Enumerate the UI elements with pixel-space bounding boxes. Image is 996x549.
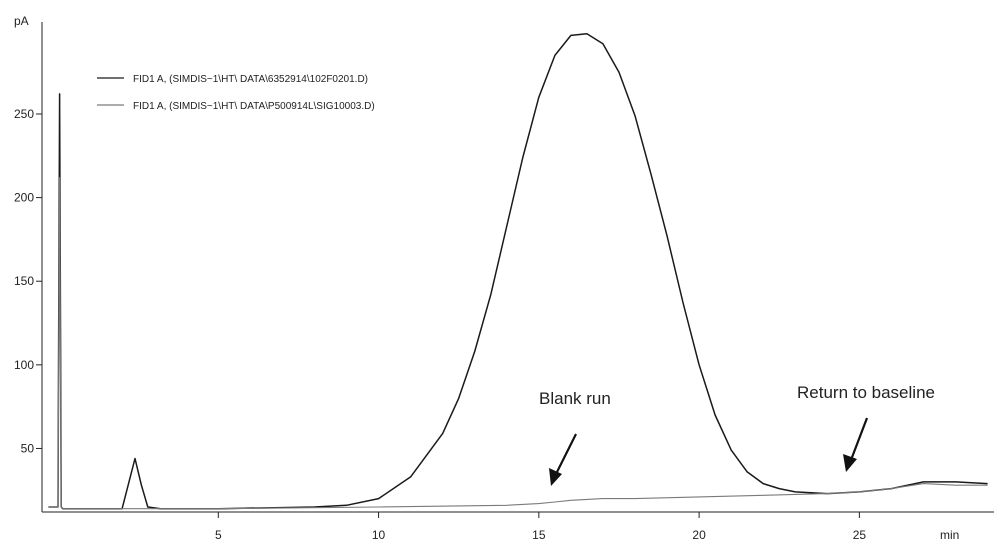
sample-signal-line bbox=[48, 32, 988, 510]
y-tick-label: 50 bbox=[21, 441, 35, 455]
legend: FID1 A, (SIMDIS~1\HT\ DATA\6352914\102F0… bbox=[97, 74, 375, 112]
annotation-return-to-baseline-arrowhead bbox=[843, 454, 857, 472]
annotation-return-to-baseline: Return to baseline bbox=[797, 383, 935, 472]
x-tick-label: 10 bbox=[372, 528, 386, 542]
ticks-layer: 5 10 15 20 25 50 100 150 200 250 bbox=[14, 107, 866, 542]
annotation-blank-run-arrow bbox=[555, 433, 577, 475]
y-tick-label: 200 bbox=[14, 191, 34, 205]
annotation-blank-run-label: Blank run bbox=[539, 389, 611, 408]
legend-label-sample: FID1 A, (SIMDIS~1\HT\ DATA\6352914\102F0… bbox=[133, 74, 368, 85]
y-tick-label: 100 bbox=[14, 358, 34, 372]
annotation-blank-run-arrowhead bbox=[549, 468, 562, 486]
series-layer bbox=[48, 32, 988, 510]
y-axis-label: pA bbox=[14, 14, 29, 28]
legend-label-blank: FID1 A, (SIMDIS~1\HT\ DATA\P500914L\SIG1… bbox=[133, 101, 375, 112]
x-tick-label: 5 bbox=[215, 528, 222, 542]
y-tick-label: 150 bbox=[14, 274, 34, 288]
annotation-blank-run: Blank run bbox=[539, 389, 611, 486]
annotation-return-to-baseline-arrow bbox=[849, 417, 869, 461]
y-tick-label: 250 bbox=[14, 107, 34, 121]
blank-run-signal-line bbox=[48, 176, 988, 510]
annotation-return-to-baseline-label: Return to baseline bbox=[797, 383, 935, 402]
x-tick-label: 20 bbox=[692, 528, 706, 542]
x-tick-label: 15 bbox=[532, 528, 546, 542]
x-axis-label: min bbox=[940, 528, 959, 542]
x-tick-label: 25 bbox=[853, 528, 867, 542]
